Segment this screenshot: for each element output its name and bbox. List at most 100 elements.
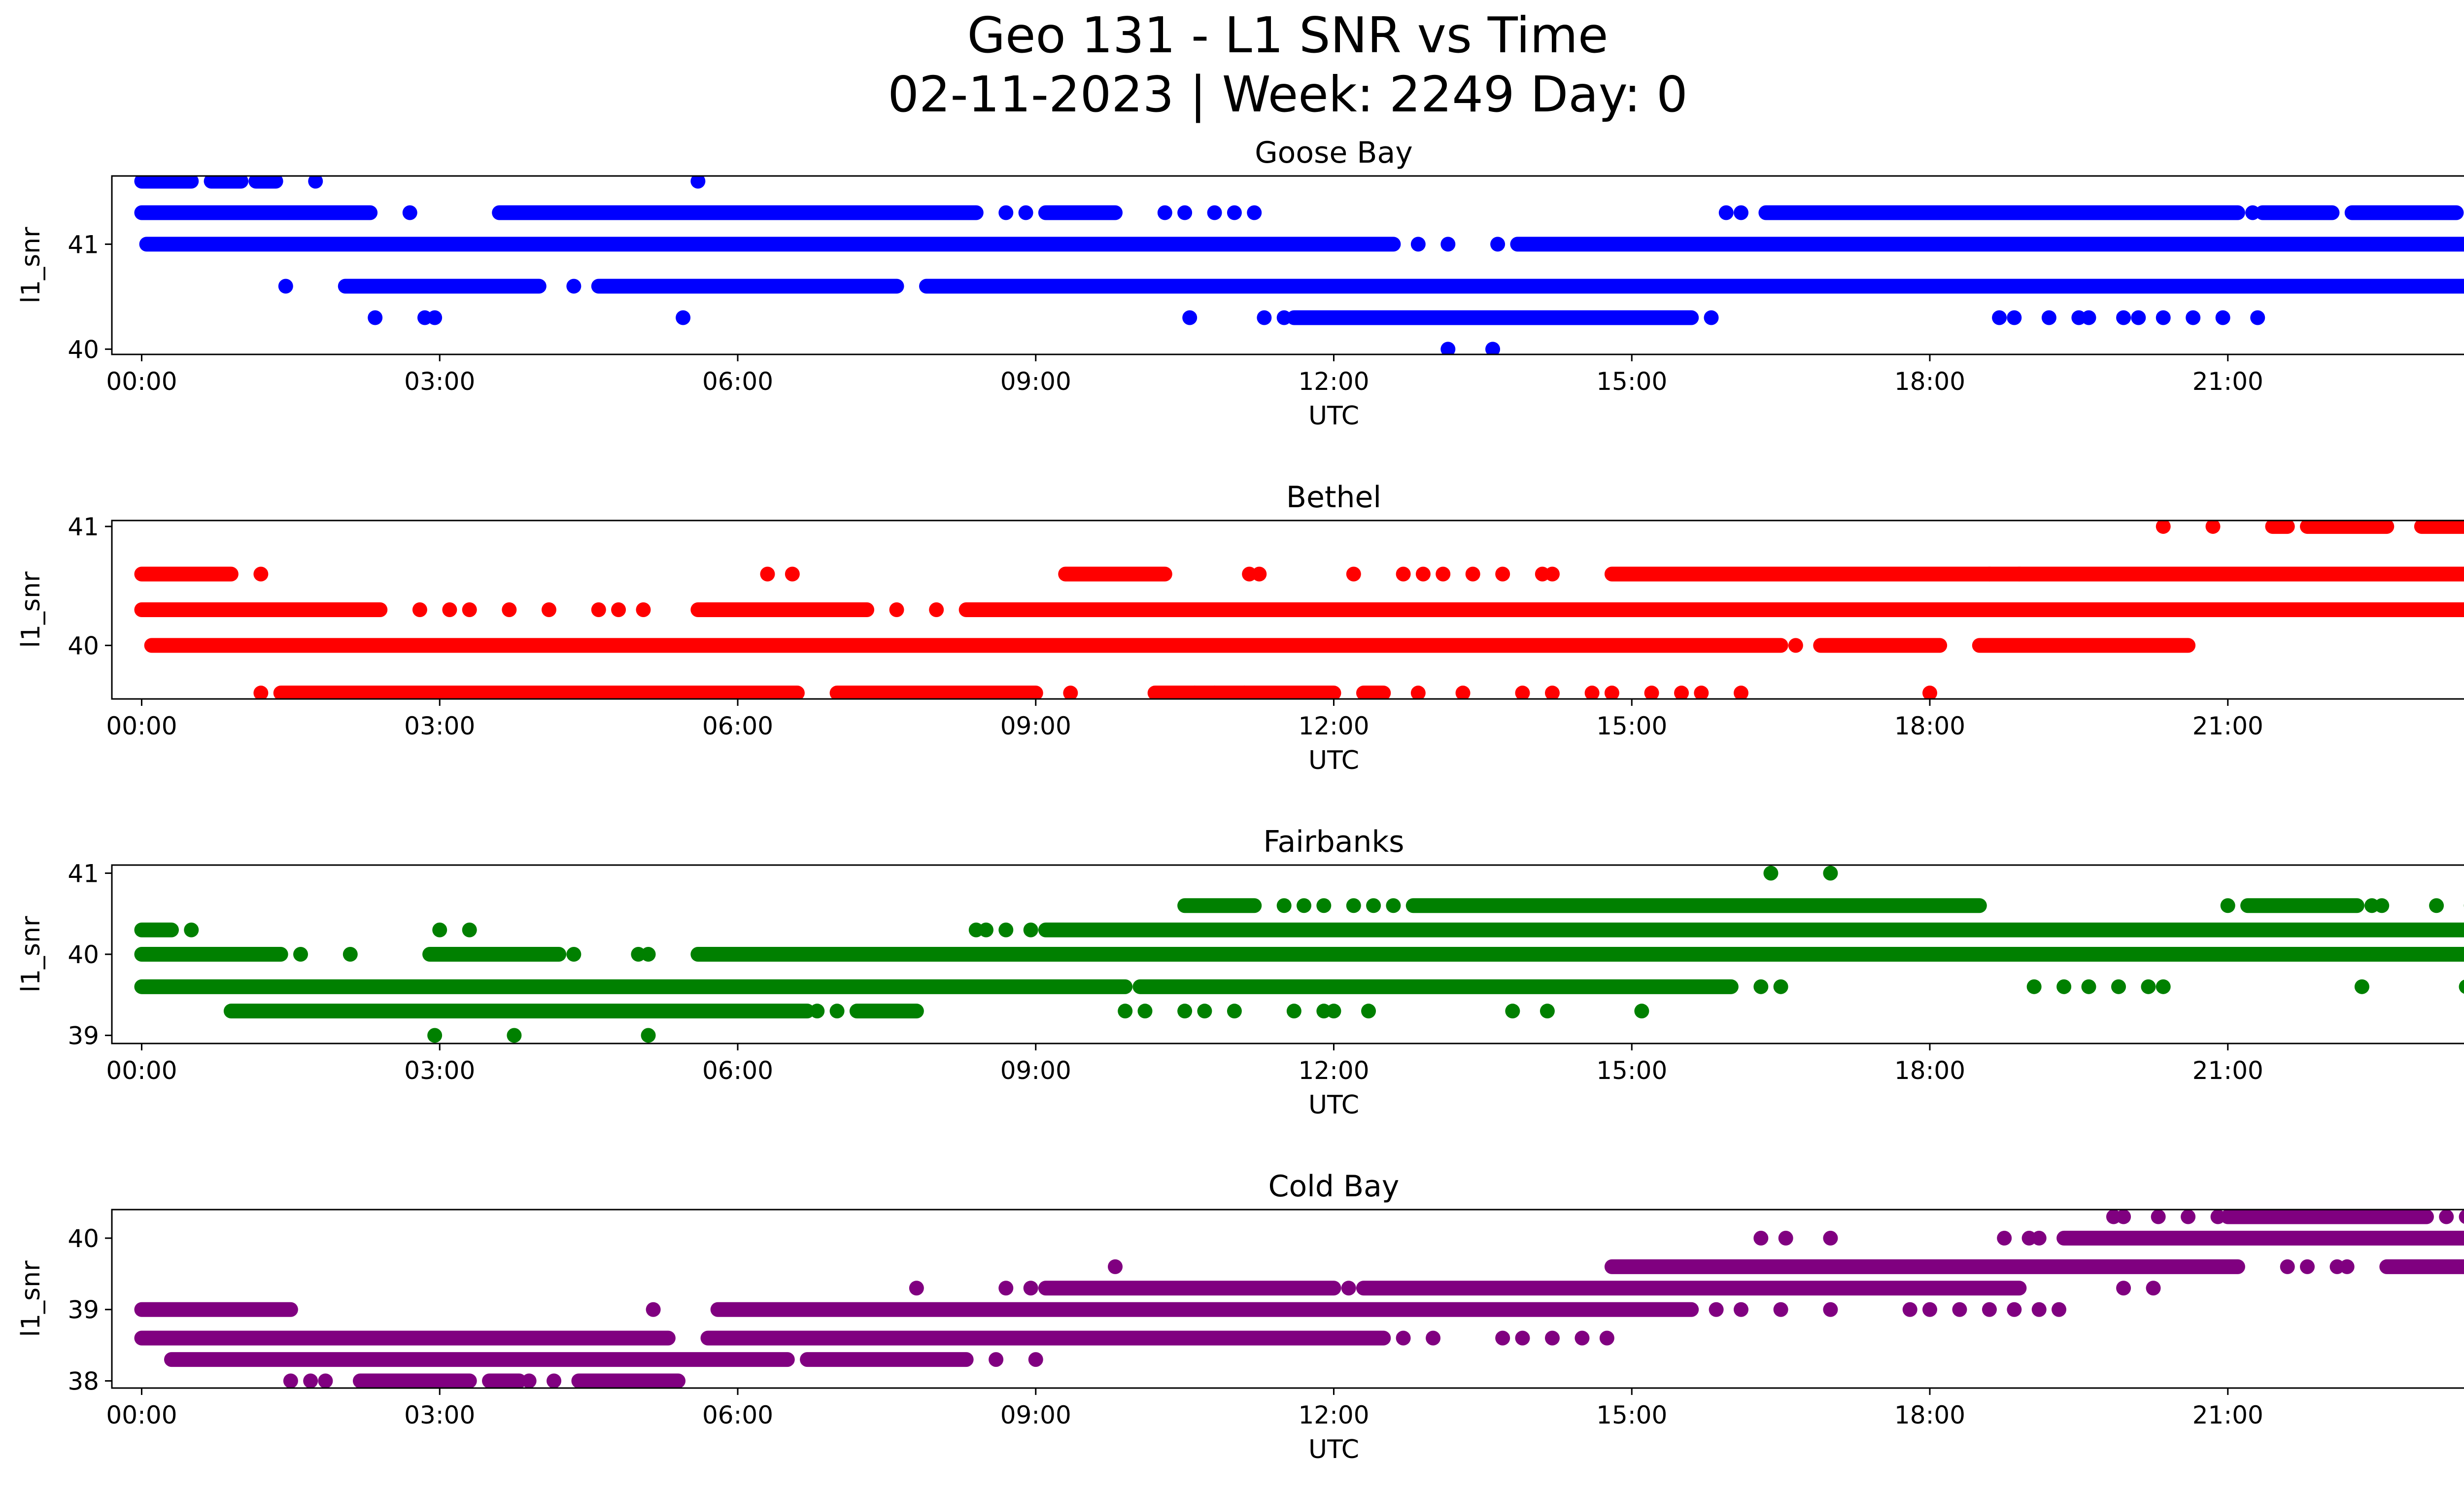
scatter-point [998, 205, 1014, 220]
scatter-point [1366, 898, 1381, 913]
scatter-point [566, 947, 582, 962]
scatter-point [1177, 1004, 1193, 1019]
scatter-point [2026, 979, 2042, 994]
scatter-point [1252, 566, 1267, 582]
x-tick-label: 03:00 [404, 712, 475, 740]
y-tick-label: 40 [68, 1224, 99, 1253]
y-tick-label: 40 [68, 940, 99, 969]
scatter-point [283, 1373, 298, 1388]
scatter-point [318, 1373, 333, 1388]
x-tick-label: 18:00 [1894, 1401, 1965, 1429]
scatter-point [1177, 205, 1193, 220]
x-tick-label: 00:00 [106, 1401, 177, 1429]
x-tick-label: 03:00 [404, 1056, 475, 1085]
x-tick-label: 03:00 [404, 1401, 475, 1429]
scatter-point [1694, 685, 1709, 699]
x-tick-label: 06:00 [702, 712, 773, 740]
scatter-point [1902, 1302, 1917, 1317]
x-tick-label: 15:00 [1596, 1056, 1667, 1085]
scatter-point [2041, 310, 2056, 325]
scatter-point [1753, 979, 1769, 994]
scatter-point [1276, 310, 1292, 325]
scatter-point [1495, 1330, 1510, 1346]
scatter-point [978, 922, 993, 938]
scatter-point [2156, 979, 2171, 994]
scatter-point [2215, 310, 2230, 325]
scatter-point [2052, 1302, 2067, 1317]
scatter-point [1028, 1352, 1043, 1367]
subplot-1: Goose Bay 00:00 03:00 06:00 09:00 12:00 15:00 1… [16, 136, 2464, 431]
subplot-2: Bethel 00:00 03:00 06:00 09:00 12:00 15:00 18:0… [16, 480, 2464, 775]
scatter-point [1410, 237, 1426, 252]
scatter-point [1997, 1230, 2012, 1246]
scatter-point [1803, 205, 1818, 220]
scatter-point [2012, 566, 2027, 582]
y-axis-label: l1_snr [16, 916, 46, 993]
scatter-point [1823, 866, 1838, 881]
scatter-point [909, 1281, 924, 1296]
subplot-title: Cold Bay [1268, 1169, 1400, 1204]
x-tick-label: 09:00 [1000, 1056, 1071, 1085]
scatter-point [1386, 898, 1401, 913]
scatter-point [1982, 566, 1997, 582]
scatter-point [2031, 1302, 2047, 1317]
scatter-point [1734, 1302, 1748, 1317]
scatter-point [541, 602, 556, 617]
scatter-point [2300, 1259, 2315, 1274]
scatter-point [1455, 685, 1471, 699]
scatter-point [1276, 898, 1292, 913]
scatter-point [1137, 1004, 1153, 1019]
scatter-point [278, 278, 293, 294]
y-tick-label: 38 [68, 1367, 99, 1396]
subplot-title: Goose Bay [1255, 136, 1413, 170]
scatter-point [2220, 898, 2235, 913]
scatter-point [1823, 1302, 1838, 1317]
y-tick-label: 40 [68, 335, 99, 364]
scatter-point [2354, 979, 2369, 994]
scatter-point [308, 176, 323, 189]
scatter-point [1207, 205, 1222, 220]
scatter-point [1440, 342, 1456, 354]
scatter-point [1415, 566, 1431, 582]
x-tick-label: 18:00 [1894, 1056, 1965, 1085]
scatter-point [2429, 898, 2444, 913]
scatter-point [2374, 898, 2390, 913]
scatter-point [989, 1352, 1004, 1367]
x-tick-label: 06:00 [702, 1056, 773, 1085]
scatter-point [1544, 566, 1560, 582]
scatter-point [690, 176, 706, 189]
x-tick-label: 21:00 [2192, 367, 2263, 396]
scatter-point [1286, 1004, 1301, 1019]
scatter-point [1440, 237, 1456, 252]
y-axis-label: l1_snr [16, 1260, 46, 1337]
scatter-point [1778, 1230, 1793, 1246]
scatter-point [427, 310, 443, 325]
scatter-point [507, 1028, 522, 1043]
scatter-point [2459, 1210, 2464, 1224]
scatter-point [1410, 685, 1426, 699]
scatter-point [1734, 205, 1748, 220]
y-axis-label: l1_snr [16, 227, 46, 304]
scatter-point [1788, 638, 1803, 653]
scatter-point [462, 602, 477, 617]
scatter-point [2186, 310, 2201, 325]
scatter-point [1604, 685, 1619, 699]
x-axis-label: UTC [1308, 746, 1359, 775]
scatter-point [636, 602, 651, 617]
x-tick-label: 12:00 [1298, 367, 1369, 396]
scatter-point [303, 1373, 318, 1388]
scatter-point [1753, 1230, 1769, 1246]
scatter-point [1709, 1302, 1724, 1317]
scatter-point [1063, 685, 1078, 699]
scatter-point [1341, 1281, 1356, 1296]
scatter-point [1584, 685, 1600, 699]
scatter-point [502, 602, 517, 617]
scatter-point [2245, 205, 2260, 220]
scatter-point [641, 947, 656, 962]
scatter-point [1426, 1330, 1441, 1346]
scatter-point [1599, 1330, 1614, 1346]
x-tick-label: 21:00 [2192, 1401, 2263, 1429]
scatter-point [253, 685, 269, 699]
scatter-point [2111, 979, 2126, 994]
x-tick-label: 09:00 [1000, 712, 1071, 740]
